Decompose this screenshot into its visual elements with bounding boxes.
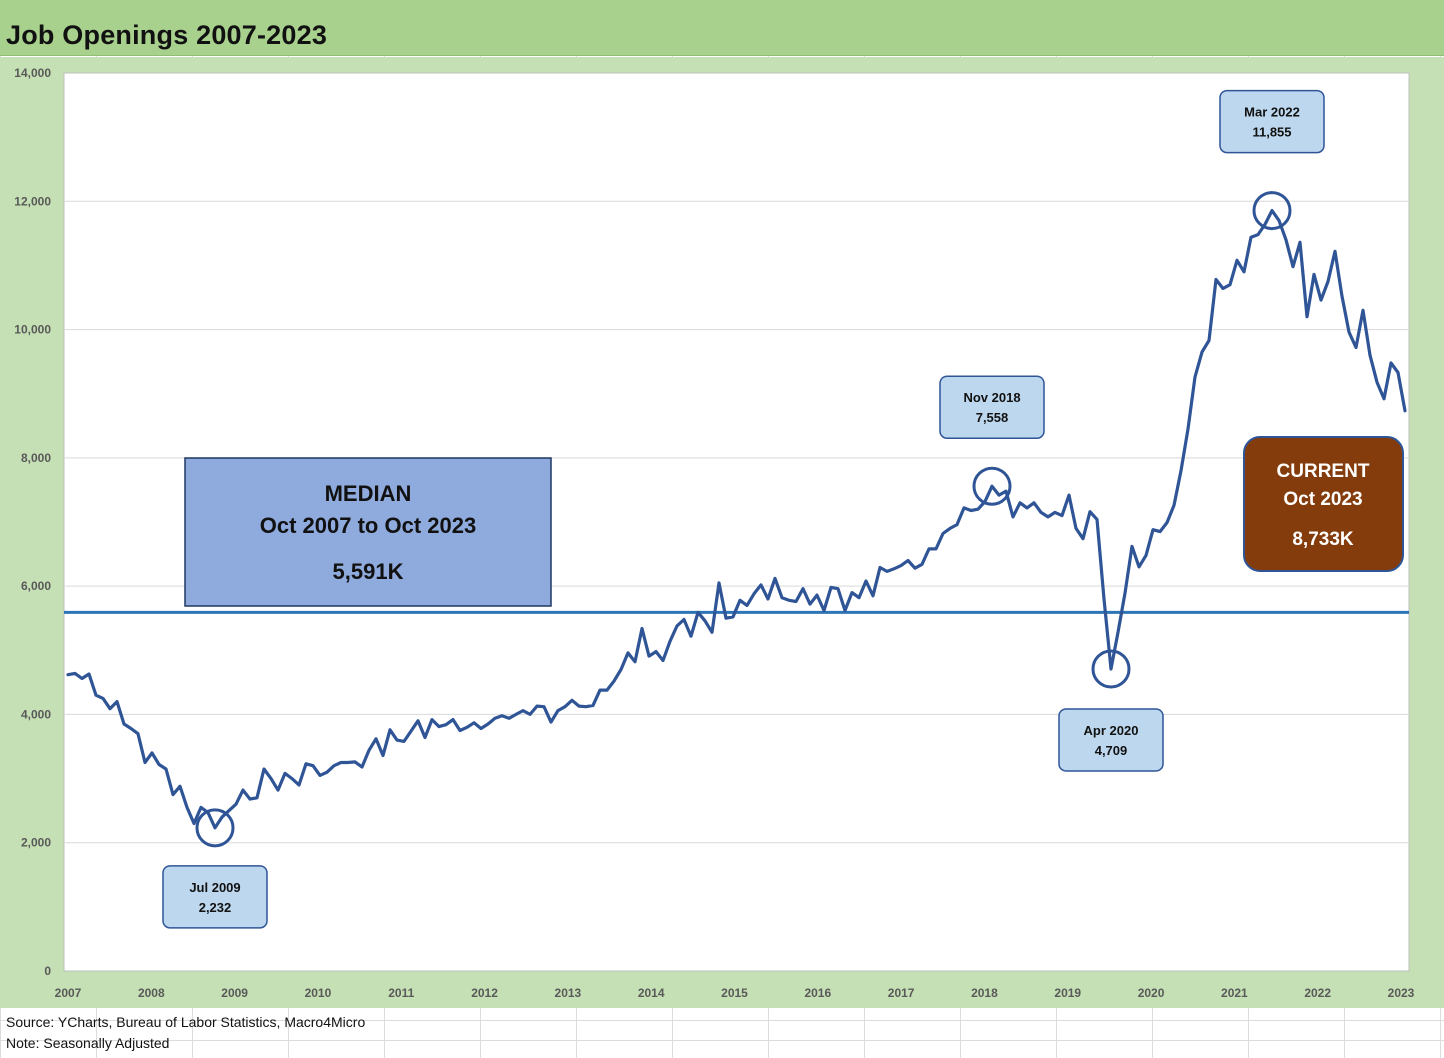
- callout-value: 2,232: [199, 900, 232, 915]
- x-tick-label: 2011: [388, 986, 414, 1000]
- y-tick-label: 6,000: [21, 579, 51, 593]
- x-tick-label: 2019: [1054, 986, 1081, 1000]
- callout-value: 7,558: [976, 410, 1009, 425]
- x-tick-label: 2007: [55, 986, 82, 1000]
- current-box: CURRENT Oct 2023 8,733K: [1243, 436, 1404, 572]
- current-box-title: CURRENT: [1277, 461, 1370, 482]
- median-box: MEDIAN Oct 2007 to Oct 2023 5,591K: [184, 457, 552, 607]
- x-tick-label: 2021: [1221, 986, 1248, 1000]
- median-box-title: MEDIAN: [325, 481, 412, 506]
- chart-area[interactable]: 0 2,000 4,000 6,000 8,000 10,000 12,000 14,000 …: [0, 57, 1444, 1008]
- y-tick-label: 12,000: [14, 194, 51, 208]
- x-tick-label: 2017: [888, 986, 915, 1000]
- callout-box: [939, 375, 1045, 439]
- median-box-value: 5,591K: [333, 559, 404, 584]
- callout-box: [162, 865, 268, 929]
- y-tick-label: 0: [44, 964, 51, 978]
- chart-title: Job Openings 2007-2023: [6, 20, 328, 50]
- callout-box: [1219, 89, 1325, 154]
- x-tick-label: 2023: [1388, 986, 1415, 1000]
- median-box-range: Oct 2007 to Oct 2023: [260, 513, 476, 538]
- y-tick-label: 8,000: [21, 451, 51, 465]
- callout-circle: [195, 808, 235, 848]
- x-tick-label: 2018: [971, 986, 998, 1000]
- callout-circle: [1252, 191, 1292, 231]
- callout-circle: [972, 466, 1012, 506]
- y-tick-label: 2,000: [21, 836, 51, 850]
- x-tick-label: 2009: [221, 986, 248, 1000]
- callout-value: 4,709: [1095, 743, 1128, 758]
- callout-date: Apr 2020: [1084, 723, 1139, 738]
- x-tick-label: 2022: [1304, 986, 1331, 1000]
- y-axis-tick-labels: 0 2,000 4,000 6,000 8,000 10,000 12,000 14,000: [14, 66, 51, 978]
- callout-box: [1058, 708, 1164, 772]
- callout-date: Mar 2022: [1244, 105, 1300, 120]
- x-tick-label: 2016: [804, 986, 831, 1000]
- x-tick-label: 2015: [721, 986, 748, 1000]
- x-axis-tick-labels: 2007 2008 2009 2010 2011 2012 2013 2014 2015 2016…: [55, 986, 1415, 1000]
- callout-circle: [1091, 649, 1131, 689]
- x-tick-label: 2013: [555, 986, 582, 1000]
- y-tick-label: 14,000: [14, 66, 51, 80]
- callout-circles: [195, 191, 1292, 848]
- current-box-value: 8,733K: [1292, 529, 1354, 550]
- title-bar: Job Openings 2007-2023: [0, 0, 1444, 56]
- y-tick-label: 10,000: [14, 323, 51, 337]
- x-tick-label: 2012: [471, 986, 498, 1000]
- current-box-date: Oct 2023: [1283, 489, 1362, 510]
- x-tick-label: 2010: [305, 986, 332, 1000]
- callout-date: Nov 2018: [963, 390, 1020, 405]
- x-tick-label: 2014: [638, 986, 665, 1000]
- job-openings-line: [66, 209, 1407, 830]
- callout-date: Jul 2009: [189, 880, 240, 895]
- callouts-layer: Jul 2009 2,232 Nov 2018 7,558 Apr 2020 4,709 M…: [162, 89, 1325, 929]
- y-tick-label: 4,000: [21, 707, 51, 721]
- adjustment-note: Note: Seasonally Adjusted: [6, 1035, 170, 1051]
- job-openings-chart[interactable]: 02,0004,0006,0008,00010,00012,00014,000 …: [0, 57, 1444, 1008]
- x-tick-label: 2020: [1138, 986, 1165, 1000]
- x-tick-label: 2008: [138, 986, 165, 1000]
- series-layer: [66, 209, 1407, 830]
- source-note: Source: YCharts, Bureau of Labor Statist…: [6, 1014, 366, 1030]
- callout-value: 11,855: [1252, 125, 1291, 140]
